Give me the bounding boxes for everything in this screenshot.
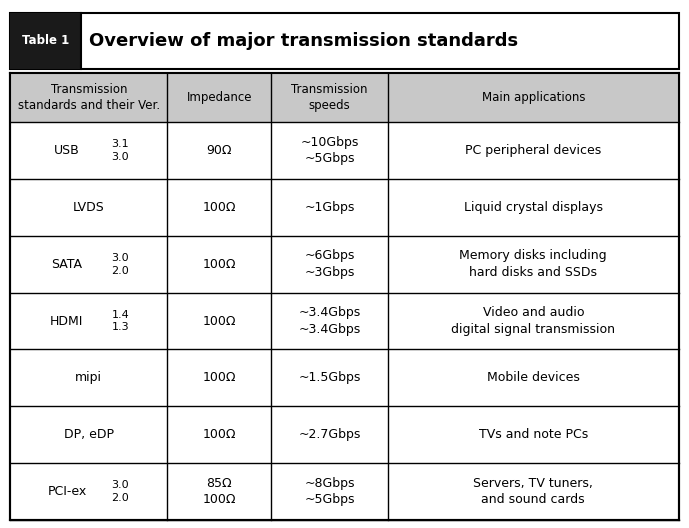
Text: 3.0
2.0: 3.0 2.0 [112, 480, 129, 503]
Text: DP, eDP: DP, eDP [64, 428, 114, 441]
Bar [10, 13, 81, 69]
Text: 100Ω: 100Ω [203, 201, 236, 214]
Text: ~10Gbps
~5Gbps: ~10Gbps ~5Gbps [300, 136, 359, 165]
Text: PC peripheral devices: PC peripheral devices [465, 144, 601, 157]
Text: LVDS: LVDS [73, 201, 105, 214]
Bar [10, 73, 679, 122]
Text: mipi: mipi [75, 371, 103, 384]
Text: Impedance: Impedance [187, 91, 252, 104]
Text: TVs and note PCs: TVs and note PCs [479, 428, 588, 441]
Text: USB: USB [54, 144, 80, 157]
Text: ~3.4Gbps
~3.4Gbps: ~3.4Gbps ~3.4Gbps [298, 306, 360, 336]
Text: Table 1: Table 1 [22, 34, 69, 48]
Text: 100Ω: 100Ω [203, 371, 236, 384]
Text: 1.4
1.3: 1.4 1.3 [112, 309, 129, 333]
Text: 90Ω: 90Ω [207, 144, 232, 157]
Text: HDMI: HDMI [50, 315, 83, 327]
Text: Overview of major transmission standards: Overview of major transmission standards [89, 32, 518, 50]
Text: ~6Gbps
~3Gbps: ~6Gbps ~3Gbps [305, 249, 355, 279]
Text: Mobile devices: Mobile devices [487, 371, 579, 384]
Text: 3.0
2.0: 3.0 2.0 [112, 253, 129, 276]
Text: ~8Gbps
~5Gbps: ~8Gbps ~5Gbps [305, 477, 355, 506]
Text: 100Ω: 100Ω [203, 315, 236, 327]
Text: Transmission
speeds: Transmission speeds [291, 83, 368, 112]
Text: Memory disks including
hard disks and SSDs: Memory disks including hard disks and SS… [460, 249, 607, 279]
Text: Transmission
standards and their Ver.: Transmission standards and their Ver. [18, 83, 160, 112]
Text: Liquid crystal displays: Liquid crystal displays [464, 201, 603, 214]
Text: 3.1
3.0: 3.1 3.0 [112, 139, 129, 162]
Text: 100Ω: 100Ω [203, 258, 236, 271]
Text: 85Ω
100Ω: 85Ω 100Ω [203, 477, 236, 506]
Bar [10, 13, 679, 69]
Text: Servers, TV tuners,
and sound cards: Servers, TV tuners, and sound cards [473, 477, 593, 506]
Text: ~2.7Gbps: ~2.7Gbps [298, 428, 360, 441]
Text: PCI-ex: PCI-ex [48, 485, 87, 498]
Text: Main applications: Main applications [482, 91, 585, 104]
Text: ~1.5Gbps: ~1.5Gbps [298, 371, 360, 384]
Bar [10, 73, 679, 520]
Text: 100Ω: 100Ω [203, 428, 236, 441]
Text: SATA: SATA [52, 258, 83, 271]
Text: Video and audio
digital signal transmission: Video and audio digital signal transmiss… [451, 306, 615, 336]
Text: ~1Gbps: ~1Gbps [305, 201, 355, 214]
